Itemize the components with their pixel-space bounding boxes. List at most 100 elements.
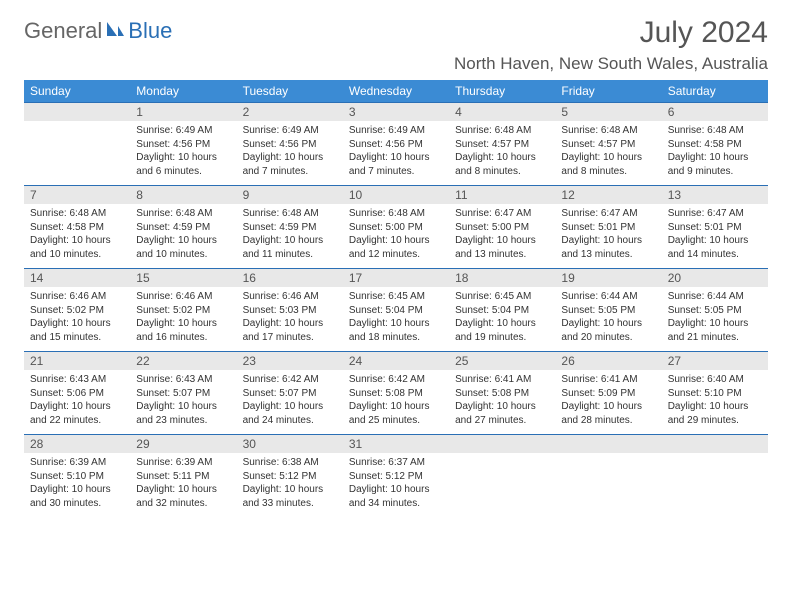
day-number: 10	[343, 186, 449, 204]
day-number: 21	[24, 352, 130, 370]
day-details: Sunrise: 6:37 AMSunset: 5:12 PMDaylight:…	[343, 453, 449, 512]
calendar-table: SundayMondayTuesdayWednesdayThursdayFrid…	[24, 80, 768, 517]
day-number-empty	[24, 103, 130, 121]
day-header: Saturday	[662, 80, 768, 103]
day-cell: 4Sunrise: 6:48 AMSunset: 4:57 PMDaylight…	[449, 103, 555, 186]
day-cell: 10Sunrise: 6:48 AMSunset: 5:00 PMDayligh…	[343, 186, 449, 269]
day-number: 20	[662, 269, 768, 287]
day-number: 8	[130, 186, 236, 204]
day-header: Thursday	[449, 80, 555, 103]
day-cell: 25Sunrise: 6:41 AMSunset: 5:08 PMDayligh…	[449, 352, 555, 435]
month-title: July 2024	[454, 18, 768, 48]
day-details: Sunrise: 6:48 AMSunset: 4:57 PMDaylight:…	[555, 121, 661, 180]
day-details: Sunrise: 6:39 AMSunset: 5:10 PMDaylight:…	[24, 453, 130, 512]
week-row: 21Sunrise: 6:43 AMSunset: 5:06 PMDayligh…	[24, 352, 768, 435]
day-cell: 1Sunrise: 6:49 AMSunset: 4:56 PMDaylight…	[130, 103, 236, 186]
day-number: 4	[449, 103, 555, 121]
day-details: Sunrise: 6:46 AMSunset: 5:03 PMDaylight:…	[237, 287, 343, 346]
day-cell: 2Sunrise: 6:49 AMSunset: 4:56 PMDaylight…	[237, 103, 343, 186]
day-number: 30	[237, 435, 343, 453]
day-details: Sunrise: 6:39 AMSunset: 5:11 PMDaylight:…	[130, 453, 236, 512]
day-number: 24	[343, 352, 449, 370]
week-row: 14Sunrise: 6:46 AMSunset: 5:02 PMDayligh…	[24, 269, 768, 352]
day-details: Sunrise: 6:48 AMSunset: 4:59 PMDaylight:…	[237, 204, 343, 263]
day-details: Sunrise: 6:45 AMSunset: 5:04 PMDaylight:…	[449, 287, 555, 346]
day-number: 28	[24, 435, 130, 453]
day-cell: 6Sunrise: 6:48 AMSunset: 4:58 PMDaylight…	[662, 103, 768, 186]
day-number-empty	[555, 435, 661, 453]
day-details: Sunrise: 6:48 AMSunset: 4:58 PMDaylight:…	[662, 121, 768, 180]
day-cell: 14Sunrise: 6:46 AMSunset: 5:02 PMDayligh…	[24, 269, 130, 352]
day-cell: 8Sunrise: 6:48 AMSunset: 4:59 PMDaylight…	[130, 186, 236, 269]
day-number: 9	[237, 186, 343, 204]
day-details: Sunrise: 6:47 AMSunset: 5:00 PMDaylight:…	[449, 204, 555, 263]
day-details: Sunrise: 6:45 AMSunset: 5:04 PMDaylight:…	[343, 287, 449, 346]
day-number: 14	[24, 269, 130, 287]
day-details: Sunrise: 6:42 AMSunset: 5:07 PMDaylight:…	[237, 370, 343, 429]
day-header: Tuesday	[237, 80, 343, 103]
logo-text-blue: Blue	[128, 18, 172, 44]
day-details: Sunrise: 6:46 AMSunset: 5:02 PMDaylight:…	[24, 287, 130, 346]
day-details: Sunrise: 6:42 AMSunset: 5:08 PMDaylight:…	[343, 370, 449, 429]
day-number: 11	[449, 186, 555, 204]
day-cell: 31Sunrise: 6:37 AMSunset: 5:12 PMDayligh…	[343, 435, 449, 518]
location: North Haven, New South Wales, Australia	[454, 54, 768, 74]
day-details: Sunrise: 6:48 AMSunset: 5:00 PMDaylight:…	[343, 204, 449, 263]
day-number: 25	[449, 352, 555, 370]
day-details: Sunrise: 6:49 AMSunset: 4:56 PMDaylight:…	[130, 121, 236, 180]
day-cell: 7Sunrise: 6:48 AMSunset: 4:58 PMDaylight…	[24, 186, 130, 269]
day-details: Sunrise: 6:43 AMSunset: 5:07 PMDaylight:…	[130, 370, 236, 429]
day-cell: 5Sunrise: 6:48 AMSunset: 4:57 PMDaylight…	[555, 103, 661, 186]
day-number: 29	[130, 435, 236, 453]
day-number: 19	[555, 269, 661, 287]
day-header: Sunday	[24, 80, 130, 103]
day-details: Sunrise: 6:49 AMSunset: 4:56 PMDaylight:…	[237, 121, 343, 180]
day-cell: 29Sunrise: 6:39 AMSunset: 5:11 PMDayligh…	[130, 435, 236, 518]
day-details: Sunrise: 6:48 AMSunset: 4:57 PMDaylight:…	[449, 121, 555, 180]
day-number: 13	[662, 186, 768, 204]
week-row: 7Sunrise: 6:48 AMSunset: 4:58 PMDaylight…	[24, 186, 768, 269]
logo-sail-icon	[105, 18, 125, 44]
day-cell	[555, 435, 661, 518]
day-number: 22	[130, 352, 236, 370]
week-row: 1Sunrise: 6:49 AMSunset: 4:56 PMDaylight…	[24, 103, 768, 186]
day-cell: 18Sunrise: 6:45 AMSunset: 5:04 PMDayligh…	[449, 269, 555, 352]
day-cell: 27Sunrise: 6:40 AMSunset: 5:10 PMDayligh…	[662, 352, 768, 435]
day-header-row: SundayMondayTuesdayWednesdayThursdayFrid…	[24, 80, 768, 103]
day-number: 1	[130, 103, 236, 121]
day-details: Sunrise: 6:44 AMSunset: 5:05 PMDaylight:…	[662, 287, 768, 346]
day-cell: 26Sunrise: 6:41 AMSunset: 5:09 PMDayligh…	[555, 352, 661, 435]
day-number: 27	[662, 352, 768, 370]
day-number-empty	[449, 435, 555, 453]
day-cell: 28Sunrise: 6:39 AMSunset: 5:10 PMDayligh…	[24, 435, 130, 518]
day-cell: 24Sunrise: 6:42 AMSunset: 5:08 PMDayligh…	[343, 352, 449, 435]
calendar-page: General Blue July 2024 North Haven, New …	[0, 0, 792, 535]
day-number: 5	[555, 103, 661, 121]
day-details: Sunrise: 6:48 AMSunset: 4:59 PMDaylight:…	[130, 204, 236, 263]
day-cell: 11Sunrise: 6:47 AMSunset: 5:00 PMDayligh…	[449, 186, 555, 269]
day-cell	[662, 435, 768, 518]
day-cell: 15Sunrise: 6:46 AMSunset: 5:02 PMDayligh…	[130, 269, 236, 352]
day-details: Sunrise: 6:40 AMSunset: 5:10 PMDaylight:…	[662, 370, 768, 429]
day-cell: 23Sunrise: 6:42 AMSunset: 5:07 PMDayligh…	[237, 352, 343, 435]
day-cell: 13Sunrise: 6:47 AMSunset: 5:01 PMDayligh…	[662, 186, 768, 269]
day-number-empty	[662, 435, 768, 453]
day-details: Sunrise: 6:48 AMSunset: 4:58 PMDaylight:…	[24, 204, 130, 263]
logo: General Blue	[24, 18, 172, 44]
day-cell: 20Sunrise: 6:44 AMSunset: 5:05 PMDayligh…	[662, 269, 768, 352]
day-details: Sunrise: 6:41 AMSunset: 5:08 PMDaylight:…	[449, 370, 555, 429]
day-cell: 17Sunrise: 6:45 AMSunset: 5:04 PMDayligh…	[343, 269, 449, 352]
day-cell: 16Sunrise: 6:46 AMSunset: 5:03 PMDayligh…	[237, 269, 343, 352]
day-cell	[449, 435, 555, 518]
title-block: July 2024 North Haven, New South Wales, …	[454, 18, 768, 74]
day-header: Friday	[555, 80, 661, 103]
day-cell: 9Sunrise: 6:48 AMSunset: 4:59 PMDaylight…	[237, 186, 343, 269]
day-cell	[24, 103, 130, 186]
week-row: 28Sunrise: 6:39 AMSunset: 5:10 PMDayligh…	[24, 435, 768, 518]
day-details: Sunrise: 6:44 AMSunset: 5:05 PMDaylight:…	[555, 287, 661, 346]
day-details: Sunrise: 6:47 AMSunset: 5:01 PMDaylight:…	[662, 204, 768, 263]
day-cell: 12Sunrise: 6:47 AMSunset: 5:01 PMDayligh…	[555, 186, 661, 269]
day-number: 18	[449, 269, 555, 287]
logo-text-general: General	[24, 18, 102, 44]
day-number: 2	[237, 103, 343, 121]
